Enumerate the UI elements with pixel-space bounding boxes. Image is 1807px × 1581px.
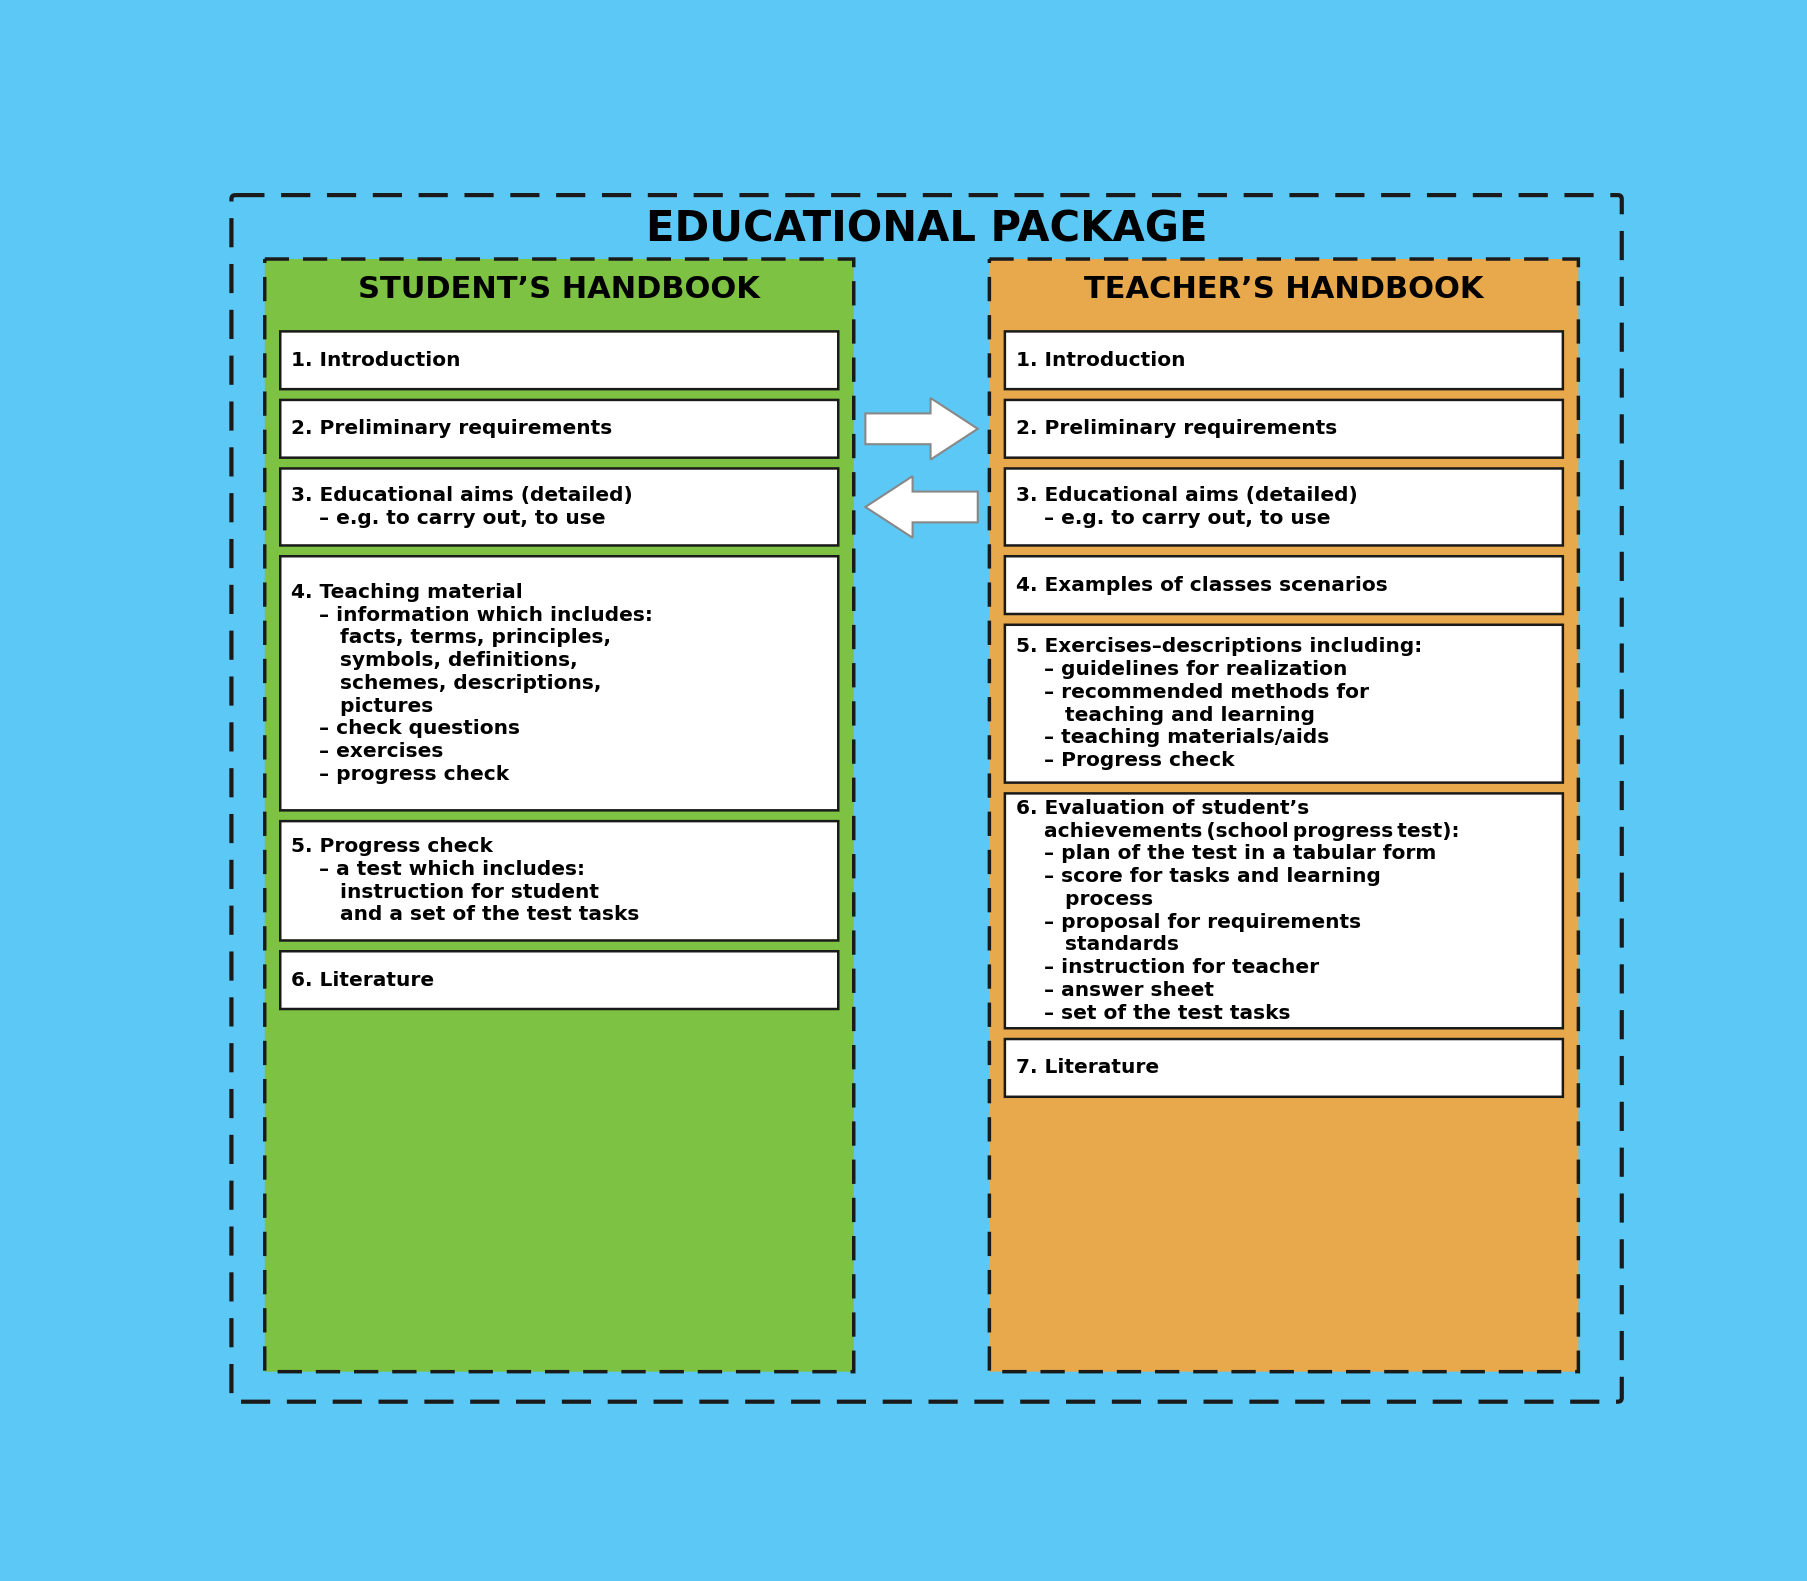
FancyBboxPatch shape [1005,624,1561,783]
Text: 2. Preliminary requirements: 2. Preliminary requirements [291,419,613,438]
Text: 5. Exercises–descriptions including:
    – guidelines for realization
    – reco: 5. Exercises–descriptions including: – g… [1016,637,1420,770]
Text: 1. Introduction: 1. Introduction [1016,351,1185,370]
FancyBboxPatch shape [280,821,838,941]
FancyBboxPatch shape [280,557,838,811]
Text: 5. Progress check
    – a test which includes:
       instruction for student
  : 5. Progress check – a test which include… [291,838,640,925]
Text: 4. Teaching material
    – information which includes:
       facts, terms, prin: 4. Teaching material – information which… [291,583,652,784]
Text: 7. Literature: 7. Literature [1016,1058,1158,1077]
FancyBboxPatch shape [1005,794,1561,1028]
Text: 6. Literature: 6. Literature [291,971,434,990]
FancyBboxPatch shape [280,332,838,389]
FancyBboxPatch shape [988,259,1578,1372]
FancyBboxPatch shape [1005,332,1561,389]
Text: 2. Preliminary requirements: 2. Preliminary requirements [1016,419,1335,438]
FancyBboxPatch shape [1005,468,1561,545]
Text: 3. Educational aims (detailed)
    – e.g. to carry out, to use: 3. Educational aims (detailed) – e.g. to… [291,485,632,528]
FancyBboxPatch shape [264,259,853,1372]
FancyBboxPatch shape [1005,557,1561,613]
FancyBboxPatch shape [280,400,838,457]
Text: 3. Educational aims (detailed)
    – e.g. to carry out, to use: 3. Educational aims (detailed) – e.g. to… [1016,485,1357,528]
FancyBboxPatch shape [231,194,1621,1402]
Polygon shape [866,398,978,460]
Polygon shape [866,476,978,538]
Text: TEACHER’S HANDBOOK: TEACHER’S HANDBOOK [1084,275,1484,304]
Text: 1. Introduction: 1. Introduction [291,351,461,370]
FancyBboxPatch shape [1005,400,1561,457]
Text: 4. Examples of classes scenarios: 4. Examples of classes scenarios [1016,575,1386,594]
Text: 6. Evaluation of student’s
    achievements (school progress test):
    – plan o: 6. Evaluation of student’s achievements … [1016,798,1458,1023]
FancyBboxPatch shape [280,952,838,1009]
Text: EDUCATIONAL PACKAGE: EDUCATIONAL PACKAGE [645,209,1207,251]
FancyBboxPatch shape [280,468,838,545]
FancyBboxPatch shape [1005,1039,1561,1097]
Text: STUDENT’S HANDBOOK: STUDENT’S HANDBOOK [358,275,759,304]
